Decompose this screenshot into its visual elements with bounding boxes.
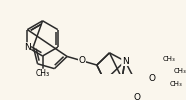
Text: O: O	[148, 74, 155, 83]
Text: O: O	[133, 93, 140, 100]
Text: CH₃: CH₃	[36, 69, 50, 78]
Text: N: N	[122, 57, 128, 66]
Text: CH₃: CH₃	[169, 81, 182, 87]
Text: CH₃: CH₃	[174, 68, 186, 74]
Text: CH₃: CH₃	[163, 56, 175, 62]
Text: N: N	[24, 43, 31, 52]
Text: O: O	[78, 56, 86, 65]
